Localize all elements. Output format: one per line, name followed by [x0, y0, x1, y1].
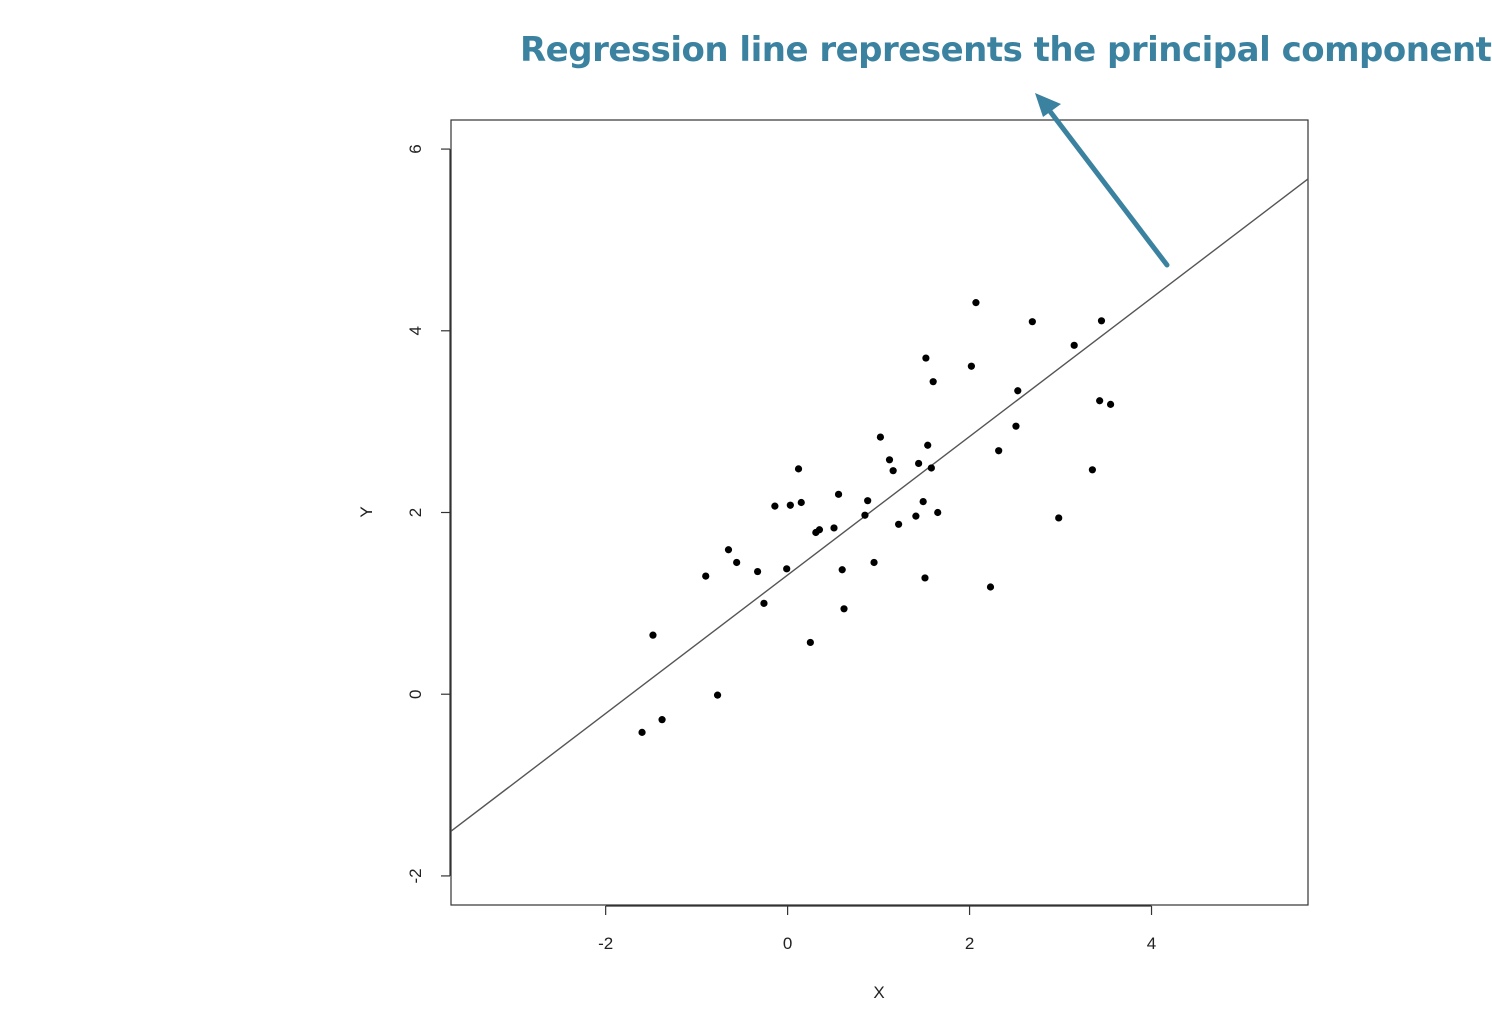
annotation-arrow-head — [1035, 93, 1061, 117]
y-axis-label: Y — [357, 506, 376, 517]
data-point — [1014, 387, 1022, 395]
data-point — [702, 572, 710, 580]
x-tick-label: 0 — [783, 934, 792, 953]
data-point — [806, 638, 814, 647]
points-layer — [638, 299, 1115, 736]
data-point — [724, 546, 733, 554]
data-point — [915, 459, 923, 468]
data-point — [972, 299, 980, 307]
y-tick-label: 2 — [406, 508, 425, 517]
annotation-arrow-layer — [1035, 93, 1170, 268]
axes: -2 0 2 4 -2 0 2 4 6 X Y — [357, 119, 1309, 1002]
y-tick-label: -2 — [406, 868, 425, 883]
y-tick-label: 6 — [406, 144, 425, 153]
x-tick-label: 2 — [965, 934, 974, 953]
data-point — [649, 631, 657, 639]
data-point — [1106, 400, 1115, 408]
data-point — [834, 490, 843, 498]
data-point — [924, 441, 932, 449]
regression-line — [450, 178, 1309, 832]
data-point — [760, 599, 768, 607]
data-point — [927, 464, 935, 472]
x-axis-label: X — [873, 983, 884, 1002]
data-point — [889, 467, 897, 475]
data-point — [995, 447, 1003, 455]
data-point — [838, 566, 846, 574]
data-point — [771, 502, 779, 510]
data-point — [870, 558, 878, 567]
data-point — [861, 511, 869, 519]
x-tick-label: -2 — [598, 934, 613, 953]
plot-frame — [450, 119, 1309, 906]
data-point — [658, 716, 666, 724]
data-point — [794, 465, 803, 473]
data-point — [1088, 466, 1096, 474]
data-point — [876, 433, 885, 441]
data-point — [1028, 318, 1036, 326]
data-point — [840, 605, 848, 613]
data-point — [1096, 397, 1104, 405]
data-point — [797, 498, 805, 507]
data-point — [864, 497, 872, 505]
data-point — [753, 567, 762, 576]
data-point — [1097, 317, 1106, 325]
data-point — [830, 524, 838, 532]
data-point — [815, 526, 824, 534]
annotation-arrow-shaft — [1046, 107, 1170, 268]
data-point — [895, 520, 903, 528]
data-point — [713, 691, 722, 699]
y-tick-label: 4 — [406, 326, 425, 335]
data-point — [922, 354, 930, 362]
data-point — [934, 508, 942, 517]
y-tick-label: 0 — [406, 689, 425, 698]
data-point — [786, 501, 794, 509]
data-point — [1055, 514, 1063, 522]
data-point — [912, 512, 920, 520]
data-point — [921, 574, 929, 582]
regression-line-layer — [450, 178, 1309, 832]
data-point — [919, 497, 927, 506]
data-point — [967, 362, 975, 370]
data-point — [783, 565, 791, 573]
data-point — [1012, 422, 1020, 430]
data-point — [1070, 341, 1078, 349]
annotation-text: Regression line represents the principal… — [520, 30, 1492, 70]
data-point — [733, 558, 741, 567]
data-point — [885, 456, 894, 464]
x-tick-label: 4 — [1147, 934, 1156, 953]
data-point — [986, 583, 995, 591]
data-point — [638, 728, 646, 736]
data-point — [929, 378, 937, 386]
